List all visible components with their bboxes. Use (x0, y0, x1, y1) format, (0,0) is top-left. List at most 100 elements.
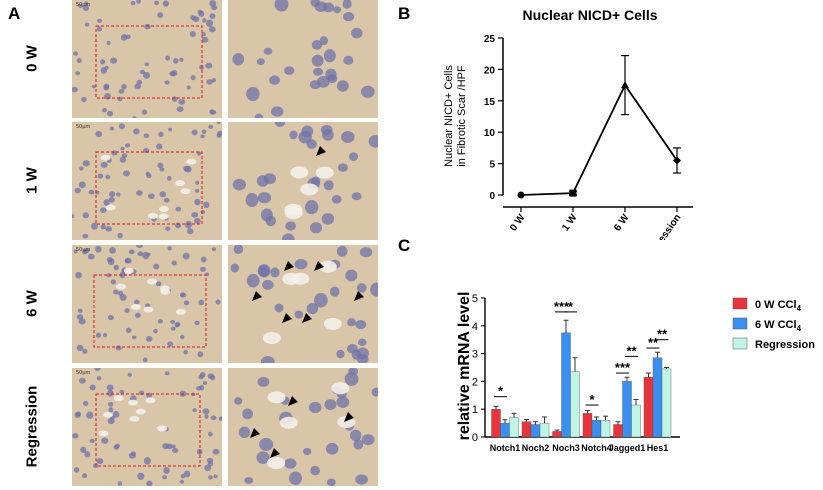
row-label: 6 W (23, 290, 41, 317)
nucleus (310, 0, 320, 7)
nucleus (171, 260, 177, 266)
nucleus (311, 54, 324, 67)
nucleus (310, 465, 320, 476)
nucleus (246, 86, 260, 102)
significance-label: ** (626, 343, 637, 358)
nucleus (74, 411, 81, 418)
nucleus (232, 178, 246, 191)
bar (530, 424, 541, 438)
vessel-lumen (98, 430, 109, 437)
scale-bar-label: 50μm (76, 370, 91, 376)
nucleus (256, 58, 265, 66)
nucleus (113, 264, 119, 271)
nucleus (187, 228, 194, 235)
nucleus (113, 289, 119, 295)
scale-bar-label: 50μm (76, 124, 91, 130)
nucleus (96, 376, 102, 381)
nucleus (144, 23, 151, 30)
vessel-lumen (291, 272, 310, 285)
nucleus (104, 92, 111, 100)
legend-swatch (732, 337, 748, 350)
nucleus (79, 377, 86, 384)
arrowhead-icon (314, 261, 324, 271)
micrograph-zoom (228, 368, 378, 486)
nucleus (254, 113, 264, 118)
nucleus (353, 439, 364, 450)
nucleus (143, 71, 151, 79)
nucleus (202, 381, 208, 385)
arrowhead-icon (270, 448, 280, 458)
nucleus (117, 96, 123, 102)
nucleus (111, 150, 118, 156)
zoom-region-box (95, 25, 203, 99)
y-tick-label: 15 (484, 97, 496, 108)
nucleus (257, 376, 270, 387)
nucleus (331, 195, 342, 204)
bar (661, 368, 672, 438)
nucleus (321, 129, 334, 141)
nucleus (162, 475, 168, 480)
y-tick-label: 0 (472, 432, 478, 444)
nucleus (257, 192, 272, 204)
nucleus (105, 174, 111, 180)
nucleus (270, 267, 280, 278)
nucleus (326, 478, 336, 486)
micrograph-overview: 50μm (72, 122, 222, 240)
nucleus (258, 265, 270, 277)
nucleus (194, 320, 200, 326)
nucleus (100, 161, 108, 168)
nucleus (343, 55, 354, 65)
arrowhead-icon (316, 146, 326, 156)
nucleus (359, 247, 373, 258)
vessel-lumen (113, 395, 124, 402)
nucleus (123, 170, 131, 177)
nucleus (141, 109, 148, 115)
nucleus (355, 474, 369, 485)
vessel-lumen (315, 166, 334, 179)
nucleus (321, 213, 335, 225)
micrograph-overview: 50μm (72, 368, 222, 486)
nucleus (97, 173, 104, 179)
nucleus (83, 401, 89, 406)
nucleus (146, 173, 152, 179)
x-tick-label: Noch2 (522, 443, 550, 453)
bar (500, 422, 510, 438)
nucleus (191, 129, 198, 136)
vessel-lumen (158, 205, 169, 212)
nucleus (206, 79, 213, 85)
nucleus (75, 271, 82, 279)
nucleus (274, 0, 289, 12)
nucleus (210, 415, 217, 421)
nucleus (314, 292, 328, 308)
nucleus (208, 26, 216, 33)
nucleus (82, 212, 90, 219)
nucleus (110, 57, 118, 64)
nucleus (142, 357, 148, 363)
nucleus (119, 389, 125, 394)
nucleus (167, 341, 174, 347)
nucleus (133, 299, 140, 305)
nucleus (124, 308, 130, 313)
nucleus (125, 34, 131, 39)
y-tick-label: 5 (489, 160, 495, 171)
nucleus (336, 80, 349, 92)
data-point (621, 81, 629, 89)
panel-b-letter: B (398, 4, 411, 23)
nucleus (118, 89, 125, 94)
nucleus (269, 75, 280, 85)
nucleus (158, 131, 164, 138)
nucleus (351, 27, 363, 39)
significance-label: *** (554, 299, 570, 314)
nucleus (186, 85, 191, 90)
significance-label: ** (648, 335, 659, 350)
nucleus (104, 65, 109, 70)
nucleus (170, 326, 176, 331)
nucleus (309, 222, 323, 234)
nucleus (87, 253, 95, 260)
nucleus (109, 126, 115, 131)
arrowhead-icon (354, 291, 364, 301)
nucleus (78, 4, 83, 8)
nucleus (242, 408, 253, 420)
nucleus (211, 247, 217, 252)
nucleus (183, 470, 191, 478)
